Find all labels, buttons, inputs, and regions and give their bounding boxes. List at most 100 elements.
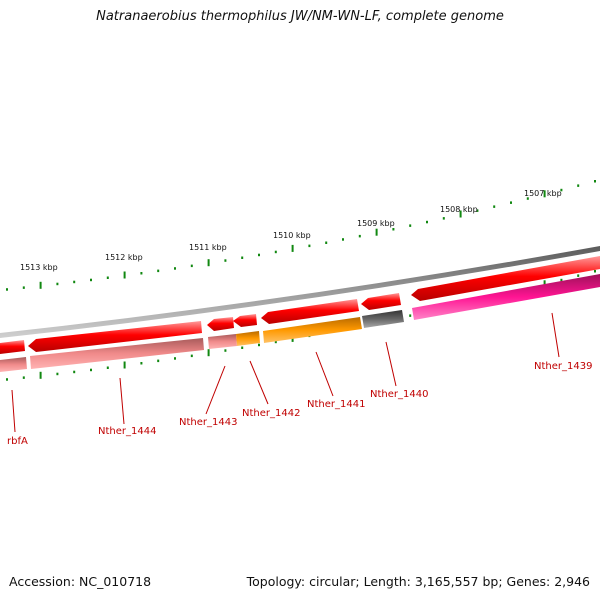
gene-nther-1441-reverse bbox=[263, 317, 362, 343]
tick-label-1513: 1513 kbp bbox=[20, 263, 58, 272]
upper-minor-tick bbox=[526, 197, 529, 200]
upper-minor-tick bbox=[73, 280, 76, 284]
genome-backbone bbox=[0, 246, 600, 338]
leader-nther-1443 bbox=[205, 365, 226, 415]
upper-minor-tick bbox=[6, 288, 8, 291]
gene-nther-1439-forward bbox=[411, 256, 600, 301]
gene-nther-1441-forward bbox=[261, 299, 359, 324]
upper-major-tick bbox=[123, 271, 126, 279]
gene-label-nther-1442: Nther_1442 bbox=[242, 408, 300, 419]
gene-nther-1443-forward bbox=[207, 317, 234, 331]
gene-rbfA-forward bbox=[0, 340, 25, 354]
lower-major-tick bbox=[543, 280, 546, 288]
upper-major-tick bbox=[375, 228, 378, 236]
upper-minor-tick bbox=[560, 188, 563, 192]
upper-major-tick bbox=[459, 210, 462, 218]
upper-minor-tick bbox=[308, 244, 311, 248]
lower-minor-tick bbox=[409, 314, 412, 317]
gene-label-nther-1441: Nther_1441 bbox=[307, 399, 365, 410]
gene-labels: rbfA Nther_1444 Nther_1443 Nther_1442 Nt… bbox=[7, 361, 592, 447]
gene-nther-1442-reverse bbox=[236, 331, 260, 346]
label-leaders bbox=[11, 312, 560, 433]
tick-label-1512: 1512 kbp bbox=[105, 253, 143, 262]
upper-minor-tick bbox=[90, 278, 92, 282]
tick-label-1508: 1508 kbp bbox=[440, 205, 478, 214]
lower-minor-tick bbox=[22, 376, 25, 379]
upper-major-tick bbox=[207, 259, 210, 267]
upper-minor-tick bbox=[241, 256, 244, 259]
lower-minor-tick bbox=[258, 343, 260, 347]
tick-label-1510: 1510 kbp bbox=[273, 231, 311, 240]
upper-major-tick bbox=[291, 244, 294, 252]
lower-minor-tick bbox=[106, 366, 109, 369]
upper-minor-tick bbox=[358, 234, 361, 238]
upper-major-tick bbox=[39, 281, 42, 289]
upper-minor-tick bbox=[140, 272, 143, 275]
leader-nther-1439 bbox=[551, 312, 560, 358]
upper-major-tick bbox=[543, 190, 546, 198]
forward-strand-genes bbox=[0, 256, 600, 354]
upper-minor-tick bbox=[258, 253, 260, 257]
upper-minor-tick bbox=[342, 238, 344, 241]
gene-nther-1440-reverse bbox=[362, 310, 404, 328]
upper-minor-tick bbox=[510, 201, 512, 204]
upper-minor-tick bbox=[577, 184, 580, 187]
lower-minor-tick bbox=[241, 346, 244, 349]
lower-minor-tick bbox=[73, 370, 76, 374]
lower-minor-tick bbox=[560, 278, 563, 282]
lower-minor-tick bbox=[577, 274, 580, 277]
lower-minor-tick bbox=[56, 372, 59, 376]
upper-minor-tick bbox=[409, 224, 412, 227]
gene-nther-1444-forward bbox=[28, 321, 202, 352]
gene-rbfA-reverse bbox=[0, 357, 27, 372]
lower-minor-tick bbox=[224, 349, 227, 352]
upper-minor-tick bbox=[325, 241, 328, 244]
upper-minor-tick bbox=[190, 264, 193, 268]
lower-minor-tick bbox=[274, 340, 277, 344]
gene-label-nther-1439: Nther_1439 bbox=[534, 361, 592, 372]
lower-major-tick bbox=[39, 371, 42, 379]
tick-labels: 1513 kbp 1512 kbp 1511 kbp 1510 kbp 1509… bbox=[20, 189, 562, 272]
upper-minor-tick bbox=[426, 220, 428, 224]
upper-minor-tick bbox=[174, 267, 176, 270]
gene-label-rbfA: rbfA bbox=[7, 436, 28, 447]
gene-nther-1442-forward bbox=[233, 314, 257, 327]
upper-minor-tick bbox=[274, 250, 277, 254]
gene-label-nther-1444: Nther_1444 bbox=[98, 426, 156, 437]
gene-label-nther-1440: Nther_1440 bbox=[370, 389, 428, 400]
reverse-strand-genes bbox=[0, 274, 600, 372]
upper-minor-tick bbox=[493, 205, 496, 208]
tick-label-1509: 1509 kbp bbox=[357, 219, 395, 228]
leader-nther-1444 bbox=[119, 377, 125, 425]
lower-minor-tick bbox=[190, 354, 193, 358]
upper-minor-tick bbox=[224, 259, 227, 262]
leader-rbfA bbox=[11, 389, 16, 433]
gene-nther-1444-reverse bbox=[30, 338, 204, 369]
gene-nther-1439-reverse bbox=[412, 274, 600, 320]
upper-minor-tick bbox=[594, 180, 596, 183]
upper-minor-tick bbox=[157, 269, 160, 273]
genome-title: Natranaerobius thermophilus JW/NM-WN-LF,… bbox=[96, 9, 504, 24]
upper-minor-tick bbox=[56, 282, 59, 286]
upper-minor-tick bbox=[476, 209, 479, 212]
upper-minor-tick bbox=[106, 276, 109, 279]
topology-text: Topology: circular; Length: 3,165,557 bp… bbox=[246, 574, 590, 589]
leader-nther-1441 bbox=[315, 351, 334, 397]
lower-minor-tick bbox=[6, 378, 8, 381]
lower-minor-tick bbox=[174, 357, 176, 360]
lower-minor-tick bbox=[140, 362, 143, 365]
gene-label-nther-1443: Nther_1443 bbox=[179, 417, 237, 428]
leader-nther-1442 bbox=[249, 360, 269, 405]
lower-minor-tick bbox=[157, 359, 160, 363]
tick-label-1511: 1511 kbp bbox=[189, 243, 227, 252]
leader-nther-1440 bbox=[385, 341, 397, 387]
lower-minor-tick bbox=[90, 368, 92, 372]
gene-nther-1443-reverse bbox=[208, 334, 237, 349]
lower-minor-tick bbox=[594, 270, 596, 273]
lower-major-tick bbox=[207, 349, 210, 357]
accession-text: Accession: NC_010718 bbox=[9, 574, 152, 589]
gene-nther-1440-forward bbox=[361, 293, 401, 310]
upper-minor-tick bbox=[442, 217, 445, 220]
upper-minor-tick bbox=[22, 286, 25, 289]
